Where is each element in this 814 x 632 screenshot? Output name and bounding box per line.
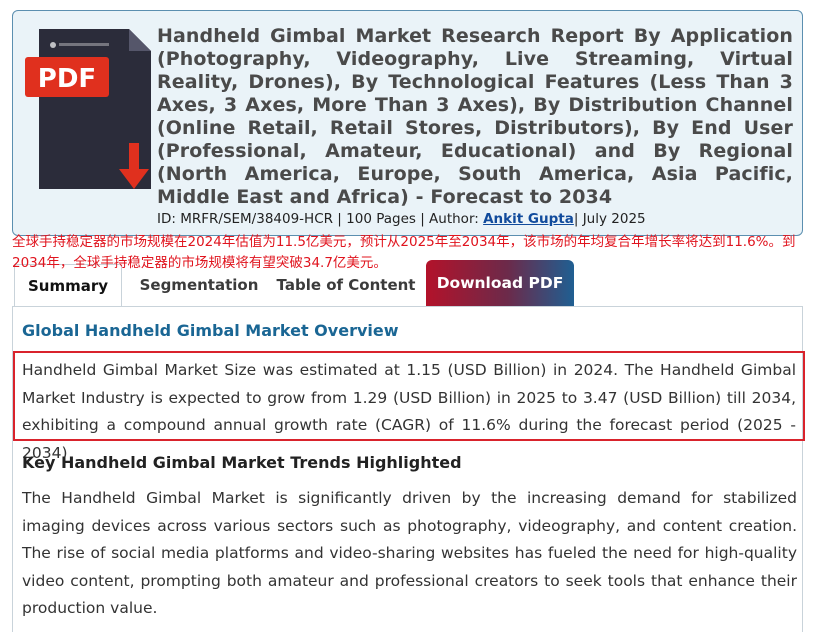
report-meta-prefix: ID: MRFR/SEM/38409-HCR | 100 Pages | Aut… (157, 211, 484, 227)
pdf-badge-label: PDF (38, 64, 96, 94)
chinese-annotation-text: 全球手持稳定器的市场规模在2024年估值为11.5亿美元，预计从2025年至20… (12, 234, 796, 271)
tab-table-of-content[interactable]: Table of Content (276, 276, 416, 294)
author-link[interactable]: Ankit Gupta (483, 211, 574, 227)
report-tabs: Summary Segmentation Table of Content Do… (12, 260, 803, 306)
report-meta-suffix: | July 2025 (573, 211, 646, 227)
report-meta: ID: MRFR/SEM/38409-HCR | 100 Pages | Aut… (157, 211, 797, 227)
summary-panel: Global Handheld Gimbal Market Overview H… (12, 306, 805, 632)
tab-segmentation[interactable]: Segmentation (139, 276, 259, 294)
download-pdf-button[interactable]: Download PDF (426, 260, 574, 306)
pdf-document-icon[interactable]: PDF (25, 27, 155, 193)
tab-summary[interactable]: Summary (14, 264, 122, 306)
overview-heading: Global Handheld Gimbal Market Overview (22, 321, 399, 340)
report-header-card: PDF Handheld Gimbal Market Research Repo… (12, 10, 803, 236)
market-size-highlight: Handheld Gimbal Market Size was estimate… (13, 351, 805, 462)
report-title: Handheld Gimbal Market Research Report B… (157, 25, 793, 208)
trends-heading: Key Handheld Gimbal Market Trends Highli… (22, 453, 462, 472)
trends-paragraph: The Handheld Gimbal Market is significan… (22, 489, 797, 617)
